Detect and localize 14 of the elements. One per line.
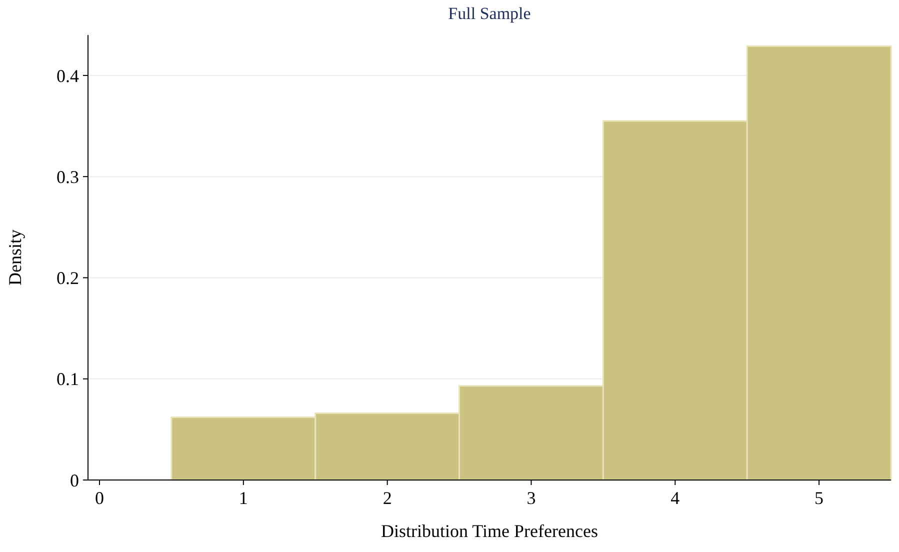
y-tick-label: 0.3 (56, 166, 79, 187)
y-axis-title: Density (5, 230, 25, 286)
x-tick-label: 3 (526, 488, 536, 508)
chart-title: Full Sample (448, 4, 531, 23)
y-tick-label: 0.4 (56, 66, 79, 86)
y-tick-label: 0.2 (56, 268, 79, 288)
x-tick-label: 2 (382, 488, 392, 508)
x-axis-title: Distribution Time Preferences (381, 521, 598, 541)
y-tick-label: 0 (70, 470, 79, 490)
x-tick-label: 0 (95, 488, 104, 508)
x-tick-label: 5 (814, 488, 824, 508)
y-tick-label: 0.1 (56, 369, 79, 390)
x-tick-label: 1 (238, 488, 248, 508)
x-tick-label: 4 (670, 488, 680, 508)
